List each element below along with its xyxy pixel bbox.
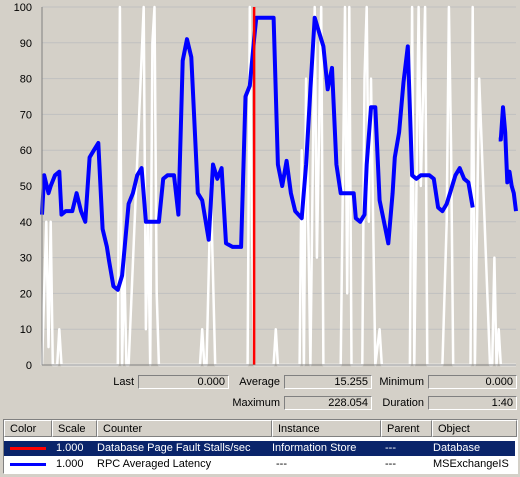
object-cell: Database xyxy=(433,442,481,454)
column-header-color[interactable]: Color xyxy=(4,420,52,437)
parent-cell: --- xyxy=(385,442,396,454)
y-tick-label: 50 xyxy=(20,181,32,193)
parent-cell: --- xyxy=(385,458,396,470)
performance-graph: 0 10 20 30 40 50 60 70 80 90 100 xyxy=(14,2,518,372)
column-header-parent[interactable]: Parent xyxy=(381,420,432,437)
series-line-rpc-averaged-latency xyxy=(498,105,518,212)
column-header-instance[interactable]: Instance xyxy=(272,420,381,437)
instance-cell: --- xyxy=(276,458,287,470)
scale-cell: 1.000 xyxy=(56,442,84,454)
y-tick-label: 70 xyxy=(20,109,32,121)
y-tick-label: 0 xyxy=(26,360,32,372)
legend-row-database-page-fault-stalls[interactable]: 1.000 Database Page Fault Stalls/sec Inf… xyxy=(4,441,515,456)
maximum-value: 228.054 xyxy=(284,396,372,410)
y-tick-label: 40 xyxy=(20,217,32,229)
last-value: 0.000 xyxy=(138,375,229,389)
counter-cell: Database Page Fault Stalls/sec xyxy=(97,442,251,454)
y-tick-label: 20 xyxy=(20,288,32,300)
instance-cell: Information Store xyxy=(272,442,357,454)
y-tick-label: 10 xyxy=(20,324,32,336)
color-swatch xyxy=(10,463,46,466)
average-value: 15.255 xyxy=(284,375,372,389)
counter-legend: Color Scale Counter Instance Parent Obje… xyxy=(3,419,518,474)
y-tick-label: 30 xyxy=(20,253,32,265)
y-tick-label: 60 xyxy=(20,145,32,157)
column-header-counter[interactable]: Counter xyxy=(97,420,272,437)
counter-cell: RPC Averaged Latency xyxy=(97,458,212,470)
duration-label: Duration xyxy=(382,397,424,409)
scale-cell: 1.000 xyxy=(56,458,84,470)
maximum-label: Maximum xyxy=(232,397,280,409)
column-header-scale[interactable]: Scale xyxy=(52,420,97,437)
y-tick-label: 100 xyxy=(14,2,32,14)
object-cell: MSExchangeIS xyxy=(433,458,509,470)
last-label: Last xyxy=(113,376,134,388)
column-header-object[interactable]: Object xyxy=(432,420,517,437)
duration-value: 1:40 xyxy=(428,396,517,410)
minimum-value: 0.000 xyxy=(428,375,517,389)
y-tick-label: 80 xyxy=(20,74,32,86)
minimum-label: Minimum xyxy=(379,376,424,388)
y-tick-label: 90 xyxy=(20,38,32,50)
series-line-rpc-averaged-latency xyxy=(40,15,475,292)
y-axis-tick-labels: 0 10 20 30 40 50 60 70 80 90 100 xyxy=(14,2,32,372)
color-swatch xyxy=(10,447,46,450)
legend-row-rpc-averaged-latency[interactable]: 1.000 RPC Averaged Latency --- --- MSExc… xyxy=(4,457,515,472)
average-label: Average xyxy=(239,376,280,388)
